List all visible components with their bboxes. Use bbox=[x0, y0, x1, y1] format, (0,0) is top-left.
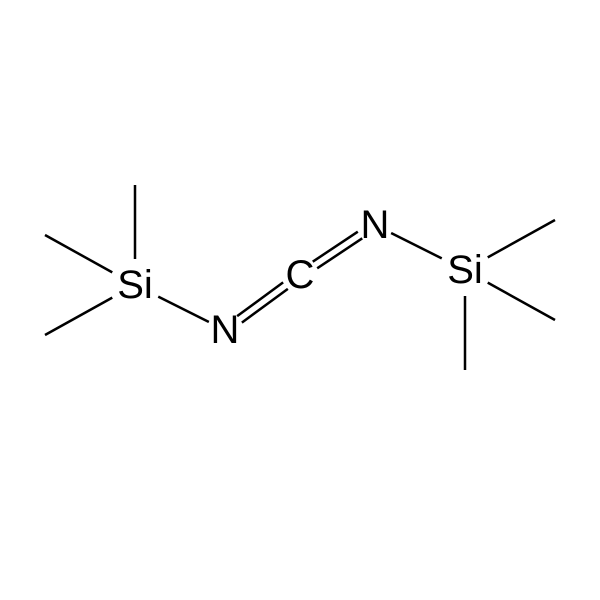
bond-line bbox=[45, 298, 112, 335]
atom-label-c: C bbox=[286, 253, 315, 297]
atom-label-si: Si bbox=[117, 263, 153, 307]
bond-line bbox=[45, 235, 112, 272]
bond-line bbox=[237, 282, 283, 316]
bond-line bbox=[158, 297, 209, 322]
atom-label-n: N bbox=[211, 308, 240, 352]
bond-line bbox=[488, 220, 555, 257]
atom-label-n: N bbox=[361, 203, 390, 247]
chemical-structure-diagram: Si N C N Si bbox=[0, 0, 600, 600]
atom-label-si: Si bbox=[447, 248, 483, 292]
bond-line bbox=[488, 283, 555, 320]
bond-line bbox=[242, 289, 288, 323]
atom-labels-layer: Si N C N Si bbox=[117, 203, 483, 352]
bond-line bbox=[391, 233, 442, 258]
